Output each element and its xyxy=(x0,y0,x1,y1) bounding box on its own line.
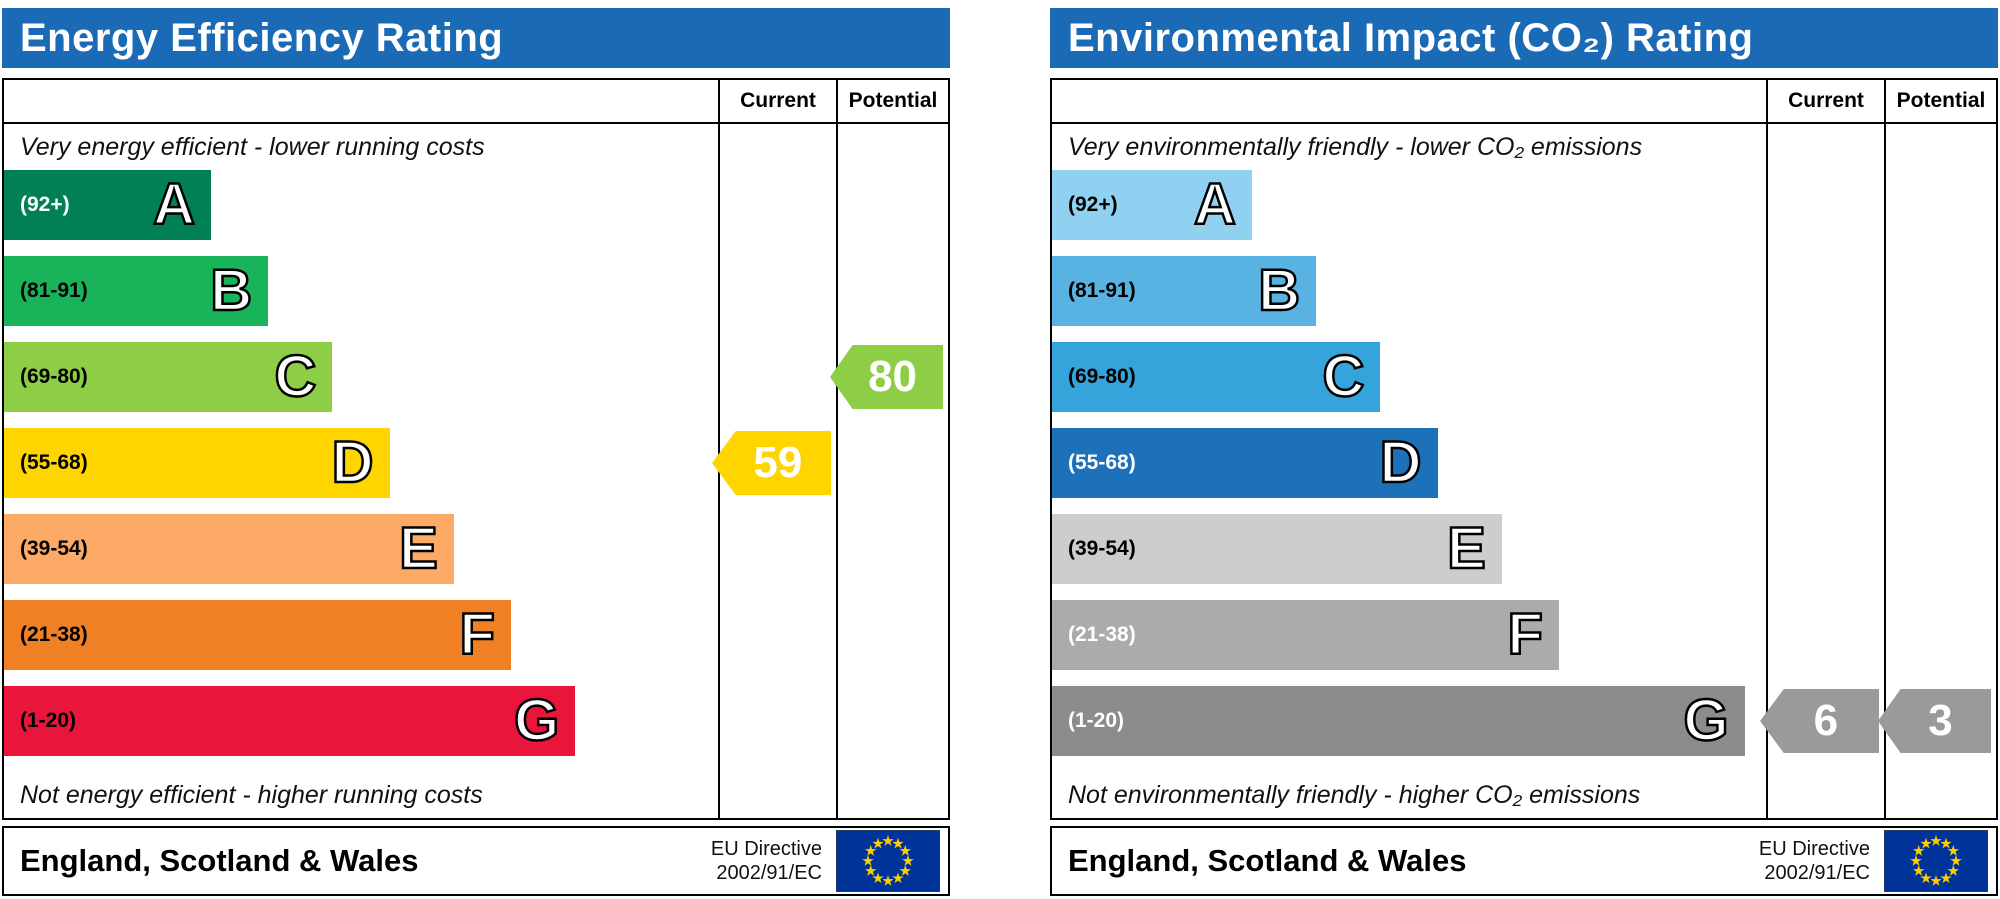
bands: (92+) A (81-91) B (69-80) C (55-68) D (39-54) E (2… xyxy=(4,170,718,756)
band-letter: C xyxy=(1321,344,1365,409)
band-range: (55-68) xyxy=(1068,451,1136,474)
potential-rating-arrow: 80 xyxy=(830,345,943,409)
eu-directive-line1: EU Directive xyxy=(710,838,822,860)
band-row: (81-91) B xyxy=(4,256,718,326)
table-corner xyxy=(1052,80,1766,124)
current-column-header: Current xyxy=(718,80,836,124)
eu-directive-label: EU Directive 2002/91/EC xyxy=(711,837,822,885)
region-label: England, Scotland & Wales xyxy=(1068,843,1467,878)
rating-table: Current Potential Very environmentally f… xyxy=(1050,78,1998,820)
band-range: (81-91) xyxy=(1068,279,1136,302)
band-row: (21-38) F xyxy=(1052,600,1766,670)
band-row: (55-68) D xyxy=(1052,428,1766,498)
band-letter: F xyxy=(1506,602,1544,667)
current-rating-arrow: 59 xyxy=(712,431,831,495)
band-row: (39-54) E xyxy=(4,514,718,584)
panel-title: Energy Efficiency Rating xyxy=(2,8,950,68)
band-range: (39-54) xyxy=(1068,537,1136,560)
energy-efficiency-panel: Energy Efficiency Rating Current Potenti… xyxy=(2,8,950,896)
bottom-note: Not energy efficient - higher running co… xyxy=(20,780,483,809)
potential-column-header: Potential xyxy=(836,80,948,124)
footer-bar: England, Scotland & Wales EU Directive 2… xyxy=(2,826,950,896)
band-letter: D xyxy=(330,430,374,495)
band-letter: G xyxy=(1682,688,1730,753)
band-row: (69-80) C xyxy=(4,342,718,412)
environmental-impact-panel: Environmental Impact (CO₂) Rating Curren… xyxy=(1050,8,1998,896)
band-range: (92+) xyxy=(1068,193,1118,216)
band-range: (1-20) xyxy=(1068,709,1125,732)
band-letter: D xyxy=(1378,430,1422,495)
band-range: (1-20) xyxy=(20,709,77,732)
band-E: (39-54) E xyxy=(4,514,454,584)
band-A: (92+) A xyxy=(1052,170,1252,240)
potential-column: 80 xyxy=(830,124,948,818)
current-column: 6 xyxy=(1760,124,1884,818)
current-column: 59 xyxy=(712,124,836,818)
top-note: Very energy efficient - lower running co… xyxy=(20,132,485,161)
eu-flag xyxy=(1884,830,1988,892)
band-range: (92+) xyxy=(20,193,70,216)
band-letter: C xyxy=(273,344,317,409)
table-corner xyxy=(4,80,718,124)
band-E: (39-54) E xyxy=(1052,514,1502,584)
potential-column: 3 xyxy=(1878,124,1996,818)
band-G: (1-20) G xyxy=(1052,686,1745,756)
band-range: (81-91) xyxy=(20,279,88,302)
band-range: (21-38) xyxy=(1068,623,1136,646)
band-row: (1-20) G xyxy=(1052,686,1766,756)
bands: (92+) A (81-91) B (69-80) C (55-68) D (39-54) E (2… xyxy=(1052,170,1766,756)
top-note: Very environmentally friendly - lower CO… xyxy=(1068,132,1643,161)
potential-rating-arrow: 3 xyxy=(1878,689,1991,753)
band-D: (55-68) D xyxy=(4,428,390,498)
band-row: (39-54) E xyxy=(1052,514,1766,584)
band-range: (69-80) xyxy=(1068,365,1136,388)
band-letter: B xyxy=(209,258,253,323)
band-D: (55-68) D xyxy=(1052,428,1438,498)
band-row: (69-80) C xyxy=(1052,342,1766,412)
current-column-header: Current xyxy=(1766,80,1884,124)
band-letter: E xyxy=(1446,516,1487,581)
bottom-note: Not environmentally friendly - higher CO… xyxy=(1068,780,1641,809)
band-B: (81-91) B xyxy=(4,256,269,326)
eu-directive-label: EU Directive 2002/91/EC xyxy=(1759,837,1870,885)
band-range: (55-68) xyxy=(20,451,88,474)
eu-directive-line1: EU Directive xyxy=(1758,838,1870,860)
band-B: (81-91) B xyxy=(1052,256,1317,326)
potential-column-header: Potential xyxy=(1884,80,1996,124)
bands-column: Very environmentally friendly - lower CO… xyxy=(1052,124,1766,818)
panel-title: Environmental Impact (CO₂) Rating xyxy=(1050,8,1998,68)
band-C: (69-80) C xyxy=(1052,342,1381,412)
band-letter: F xyxy=(458,602,496,667)
band-range: (69-80) xyxy=(20,365,88,388)
band-range: (21-38) xyxy=(20,623,88,646)
band-row: (21-38) F xyxy=(4,600,718,670)
region-label: England, Scotland & Wales xyxy=(20,843,419,878)
band-letter: B xyxy=(1257,258,1301,323)
bands-column: Very energy efficient - lower running co… xyxy=(4,124,718,818)
band-row: (1-20) G xyxy=(4,686,718,756)
footer-bar: England, Scotland & Wales EU Directive 2… xyxy=(1050,826,1998,896)
band-F: (21-38) F xyxy=(4,600,511,670)
band-row: (55-68) D xyxy=(4,428,718,498)
band-row: (92+) A xyxy=(1052,170,1766,240)
band-G: (1-20) G xyxy=(4,686,576,756)
band-letter: G xyxy=(513,688,561,753)
band-letter: E xyxy=(398,516,439,581)
band-letter: A xyxy=(152,172,196,237)
band-letter: A xyxy=(1193,172,1237,237)
rating-table: Current Potential Very energy efficient … xyxy=(2,78,950,820)
band-C: (69-80) C xyxy=(4,342,333,412)
band-row: (92+) A xyxy=(4,170,718,240)
eu-directive-line2: 2002/91/EC xyxy=(1764,862,1870,884)
band-range: (39-54) xyxy=(20,537,88,560)
current-rating-arrow: 6 xyxy=(1760,689,1879,753)
band-A: (92+) A xyxy=(4,170,212,240)
eu-flag xyxy=(836,830,940,892)
band-F: (21-38) F xyxy=(1052,600,1559,670)
eu-directive-line2: 2002/91/EC xyxy=(716,862,822,884)
band-row: (81-91) B xyxy=(1052,256,1766,326)
